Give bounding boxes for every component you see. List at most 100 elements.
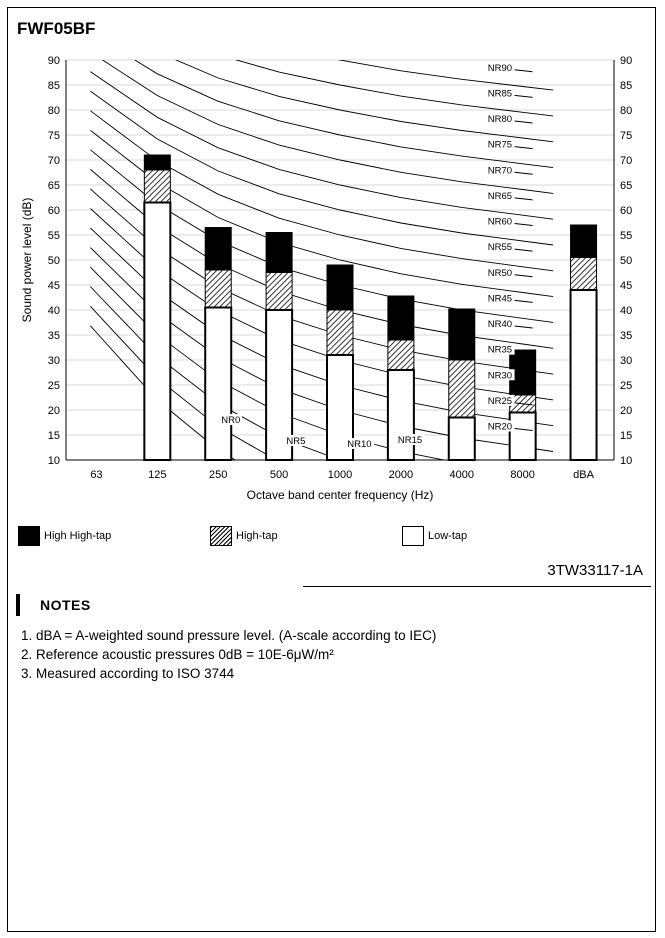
x-tick-label: 2000 — [389, 469, 413, 481]
bar-high-tap — [143, 169, 171, 203]
y-tick-label-left: 80 — [48, 105, 60, 117]
bar-low-tap — [447, 416, 476, 461]
bar-low-tap — [569, 289, 598, 461]
nr-curve-label: NR85 — [488, 88, 512, 99]
nr-label-bg — [485, 138, 515, 150]
nr-curve — [90, 90, 554, 246]
y-tick-label-left: 65 — [48, 180, 60, 192]
legend-item-high: High-tap — [210, 526, 278, 546]
y-tick-label-left: 40 — [48, 305, 60, 317]
y-tick-label-right: 35 — [620, 330, 632, 342]
nr-curve-label: NR75 — [488, 140, 512, 151]
x-tick-label: dBA — [573, 469, 594, 481]
nr-curve-label: NR30 — [488, 370, 512, 381]
nr-label-leader — [514, 376, 533, 380]
notes-title: NOTES — [40, 597, 91, 613]
nr-curve-label: NR20 — [488, 422, 512, 433]
bar-high-tap — [204, 269, 232, 308]
nr-curve-label: NR5 — [286, 436, 305, 447]
x-tick-label: 500 — [270, 469, 288, 481]
bar-low-tap — [204, 306, 233, 461]
x-tick-label: 125 — [148, 469, 166, 481]
document-number: 3TW33117-1A — [547, 562, 643, 579]
nr-chart: 10 10 15 15 20 20 25 25 30 30 35 35 40 40 45 45 50 50 55 55… — [20, 55, 632, 502]
separator — [303, 586, 651, 587]
nr-curve — [90, 247, 554, 452]
legend-label: High High-tap — [44, 530, 112, 542]
y-tick-label-left: 70 — [48, 155, 60, 167]
y-tick-label-left: 75 — [48, 130, 60, 142]
y-tick-label-right: 70 — [620, 155, 632, 167]
nr-label-bg — [485, 420, 515, 432]
notes-heading: NOTES — [16, 594, 91, 616]
nr-curve — [90, 169, 554, 349]
y-tick-label-left: 35 — [48, 330, 60, 342]
nr-curve — [234, 60, 554, 117]
nr-label-leader — [514, 325, 533, 329]
bar-high-high-tap — [326, 264, 354, 311]
nr-label-leader — [514, 120, 533, 124]
y-tick-label-left: 45 — [48, 280, 60, 292]
bar-high-tap — [326, 309, 354, 356]
nr-curve-label: NR65 — [488, 191, 512, 202]
x-axis-label: Octave band center frequency (Hz) — [247, 488, 434, 502]
nr-curve-label: NR25 — [488, 396, 512, 407]
nr-curve-label: NR40 — [488, 319, 512, 330]
nr-label-bg — [485, 241, 515, 253]
x-tick-label: 8000 — [510, 469, 534, 481]
legend-label: High-tap — [236, 530, 278, 542]
nr-label-leader — [514, 402, 533, 406]
x-tick-label: 63 — [90, 469, 102, 481]
bar-high-high-tap — [265, 232, 293, 273]
nr-label-bg — [395, 434, 425, 445]
nr-curve-label: NR15 — [398, 435, 422, 446]
nr-curve-label: NR10 — [347, 439, 371, 450]
nr-label-leader — [514, 351, 533, 355]
x-tick-label: 250 — [209, 469, 227, 481]
bar-high-high-tap — [204, 227, 232, 271]
bar-low-tap — [508, 411, 537, 461]
nr-label-bg — [219, 414, 242, 425]
y-tick-label-right: 90 — [620, 55, 632, 67]
y-tick-label-right: 20 — [620, 405, 632, 417]
nr-curve-label: NR45 — [488, 293, 512, 304]
nr-curve — [90, 188, 554, 375]
bar-high-tap — [448, 359, 476, 418]
y-tick-label-left: 20 — [48, 405, 60, 417]
nr-curve — [90, 286, 342, 460]
y-tick-label-right: 85 — [620, 80, 632, 92]
nr-curve — [337, 60, 554, 91]
bar-high-tap — [387, 339, 415, 371]
nr-curve — [90, 325, 237, 460]
nr-label-leader — [514, 223, 533, 226]
nr-label-bg — [485, 164, 515, 176]
nr-curve — [90, 266, 447, 460]
y-tick-label-left: 15 — [48, 430, 60, 442]
nr-curve — [90, 305, 278, 460]
y-tick-label-left: 25 — [48, 380, 60, 392]
y-tick-label-left: 90 — [48, 55, 60, 67]
nr-curve-label: NR90 — [488, 63, 512, 74]
nr-curve — [174, 60, 554, 143]
nr-curve — [90, 208, 554, 401]
nr-label-bg — [485, 61, 515, 73]
legend-swatch-hatched — [210, 526, 232, 546]
nr-curve-label: NR0 — [221, 415, 240, 426]
y-tick-label-left: 50 — [48, 255, 60, 267]
bar-high-high-tap — [448, 308, 476, 361]
bar-high-high-tap — [143, 154, 171, 171]
y-tick-label-right: 55 — [620, 230, 632, 242]
nr-curve — [101, 60, 554, 194]
page-frame — [7, 7, 656, 932]
nr-curve — [90, 149, 554, 323]
nr-curve — [90, 227, 554, 427]
nr-label-bg — [485, 292, 515, 304]
y-tick-label-right: 75 — [620, 130, 632, 142]
y-tick-label-left: 55 — [48, 230, 60, 242]
bar-low-tap — [386, 369, 415, 461]
nr-curve-label: NR50 — [488, 268, 512, 279]
note-item: Reference acoustic pressures 0dB = 10E-6… — [36, 645, 436, 664]
nr-label-bg — [485, 369, 515, 381]
nr-label-bg — [485, 113, 515, 124]
y-tick-label-left: 30 — [48, 355, 60, 367]
